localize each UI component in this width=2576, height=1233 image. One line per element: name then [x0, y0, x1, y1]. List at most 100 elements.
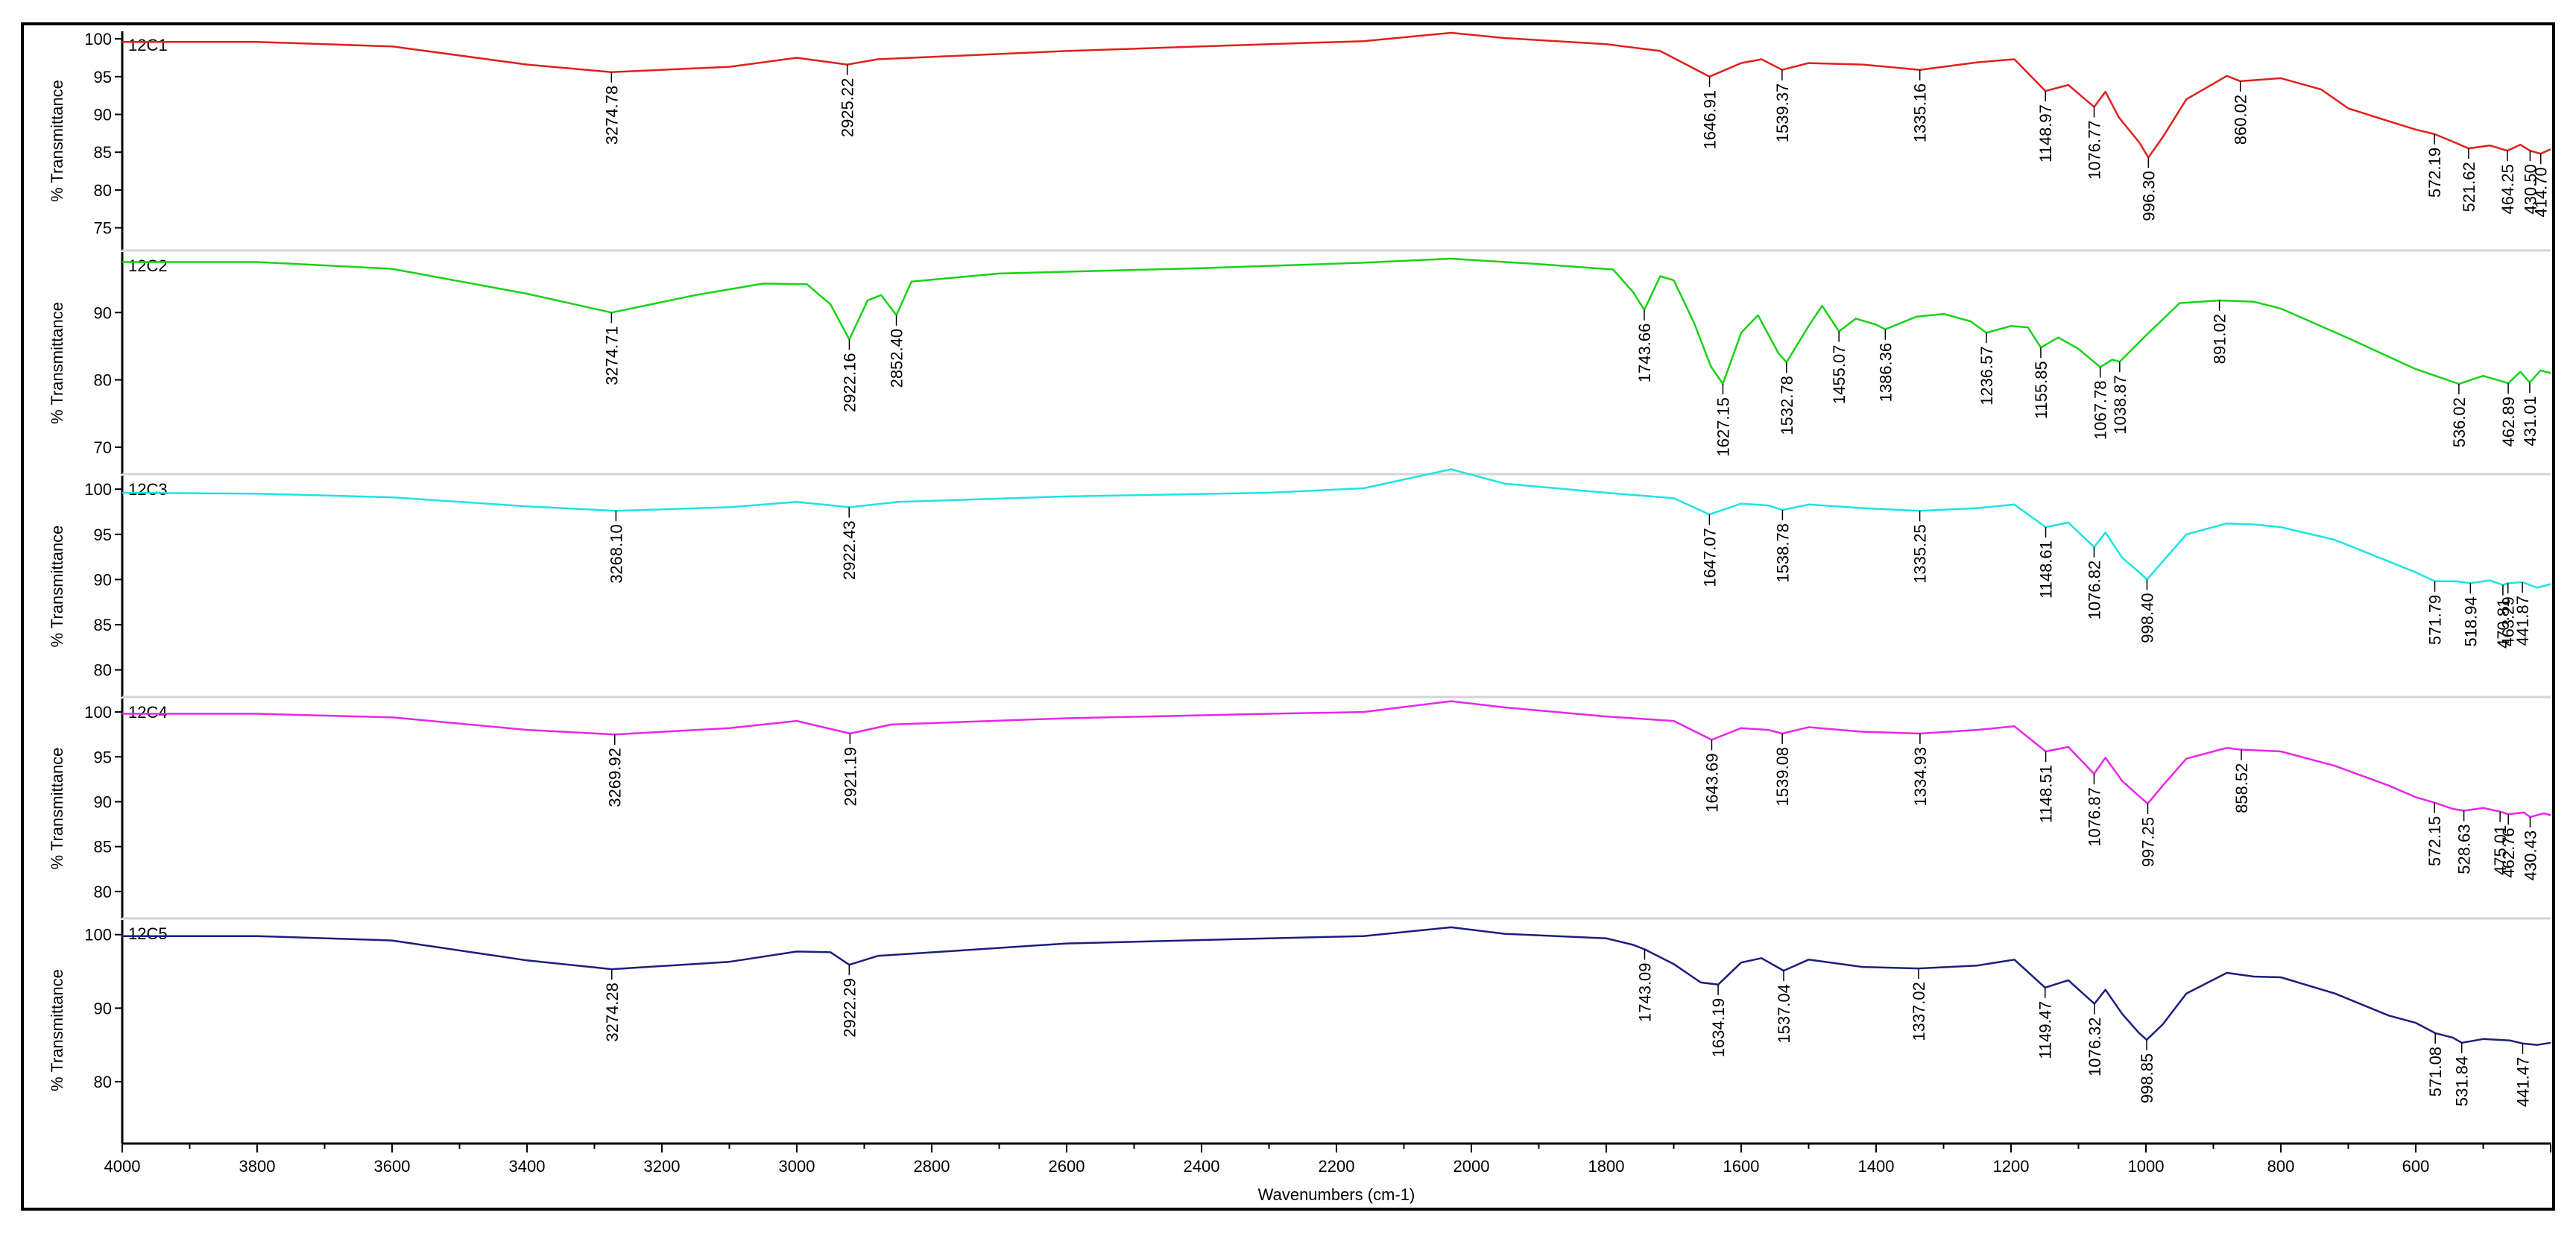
peak-label: 462.89	[2499, 397, 2518, 447]
y-tick-label: 80	[94, 371, 112, 390]
peak-label: 430.50	[2521, 164, 2539, 214]
y-tick-label: 90	[94, 570, 112, 589]
peak-label: 998.85	[2138, 1053, 2156, 1103]
x-tick-label: 3000	[779, 1157, 815, 1176]
peak-label: 1743.09	[1636, 962, 1655, 1022]
peak-label: 1539.08	[1773, 747, 1792, 807]
y-tick-label: 70	[94, 438, 112, 457]
panel-12c2: 90 80 70 % Transmittance 12C2 3274.71 2922.16 2…	[48, 249, 2551, 474]
x-tick-label: 4000	[104, 1157, 141, 1176]
peak-label: 1646.91	[1701, 90, 1720, 150]
peak-label: 996.30	[2139, 171, 2158, 221]
peak-label: 430.43	[2521, 830, 2539, 880]
peak-label: 3274.28	[603, 983, 622, 1042]
peak-label: 2925.22	[839, 78, 857, 138]
peak-label: 1643.69	[1702, 753, 1721, 813]
panels-layer: 100 95 90 85 80 75 % Transmittance 12C1 3274.78 2…	[48, 30, 2551, 1141]
spectrum-line-12c1	[122, 31, 2551, 159]
peak-label: 521.62	[2460, 162, 2478, 212]
peak-label: 3274.71	[602, 326, 621, 385]
x-tick-label: 600	[2402, 1157, 2430, 1176]
x-axis-label: Wavenumbers (cm-1)	[1258, 1185, 1415, 1204]
panel-12c5: 100 90 80 % Transmittance 12C5 3274.28 2922.29…	[48, 917, 2551, 1141]
y-tick-label: 100	[84, 480, 112, 499]
series-name-12c4: 12C4	[128, 703, 168, 722]
spectrum-line-12c3	[121, 468, 2551, 589]
x-tick-label: 3600	[374, 1157, 411, 1176]
peak-label: 1539.37	[1773, 83, 1792, 143]
x-tick-label: 2200	[1319, 1157, 1355, 1176]
series-name-12c2: 12C2	[128, 256, 168, 275]
chart-frame: 100 95 90 85 80 75 % Transmittance 12C1 3274.78 2…	[21, 22, 2555, 1211]
peak-label: 1148.97	[2036, 104, 2055, 163]
peak-label: 518.94	[2461, 596, 2480, 646]
y-tick-label: 95	[94, 68, 112, 86]
peak-label: 1743.66	[1635, 324, 1654, 383]
spectrum-line-12c5	[122, 926, 2551, 1046]
peak-label: 414.70	[2532, 167, 2551, 217]
peak-label: 3269.92	[606, 748, 625, 807]
y-tick-label: 100	[84, 926, 112, 945]
x-tick-label: 3200	[644, 1157, 681, 1176]
x-tick-label: 1000	[2128, 1157, 2165, 1176]
y-tick-label: 95	[94, 748, 112, 766]
y-tick-label: 85	[94, 616, 112, 634]
peak-label: 858.52	[2232, 763, 2251, 813]
x-axis: 4000 3800 3600 3400 3200 3000 2800 2600 2400 2200…	[104, 1141, 2551, 1204]
panel-12c1: 100 95 90 85 80 75 % Transmittance 12C1 3274.78 2…	[48, 30, 2551, 250]
peak-label: 1455.07	[1830, 345, 1849, 405]
peak-label: 1386.36	[1876, 343, 1895, 403]
panel-12c3: 100 95 90 85 80 % Transmittance 12C3 3268.10 292…	[48, 468, 2551, 697]
x-tick-label: 1600	[1723, 1157, 1760, 1176]
y-tick-label: 100	[84, 703, 112, 722]
series-name-12c5: 12C5	[128, 924, 168, 943]
ftir-stacked-chart: 100 95 90 85 80 75 % Transmittance 12C1 3274.78 2…	[48, 30, 2551, 1204]
x-tick-label: 1800	[1588, 1157, 1625, 1176]
peak-label: 1337.02	[1910, 982, 1928, 1041]
peak-label: 2852.40	[888, 329, 906, 388]
peak-label: 572.15	[2425, 816, 2444, 866]
peak-label: 1149.47	[2036, 1001, 2055, 1059]
peak-label: 3268.10	[607, 524, 625, 584]
peak-label: 1076.87	[2085, 787, 2103, 847]
peak-label: 431.01	[2521, 396, 2539, 446]
peak-label: 1076.82	[2085, 561, 2103, 620]
peak-label: 528.63	[2455, 824, 2474, 874]
peak-label: 2922.16	[840, 353, 859, 412]
y-tick-label: 90	[94, 303, 112, 322]
y-axis-label: % Transmittance	[48, 748, 66, 870]
peak-label: 860.02	[2232, 95, 2250, 145]
x-tick-label: 2400	[1184, 1157, 1220, 1176]
y-axis-label: % Transmittance	[48, 302, 66, 424]
peak-label: 2922.29	[840, 978, 859, 1038]
peak-label: 2922.43	[840, 520, 859, 580]
y-tick-label: 90	[94, 792, 112, 811]
series-name-12c1: 12C1	[128, 36, 168, 54]
y-tick-label: 80	[94, 1073, 112, 1091]
y-tick-label: 90	[94, 106, 112, 124]
peak-label: 1538.78	[1773, 523, 1792, 583]
peak-label: 1155.85	[2032, 361, 2051, 419]
spectrum-line-12c4	[122, 700, 2551, 819]
peak-label: 1647.07	[1700, 528, 1719, 587]
peak-label: 571.08	[2426, 1047, 2445, 1097]
peak-label: 891.02	[2211, 314, 2229, 364]
peak-label: 998.40	[2138, 593, 2156, 643]
peak-label: 1532.78	[1778, 376, 1796, 435]
x-tick-label: 3800	[239, 1157, 276, 1176]
peak-label: 1627.15	[1714, 397, 1732, 457]
y-tick-label: 85	[94, 143, 112, 162]
peak-label: 1067.78	[2092, 380, 2110, 440]
peak-label: 2921.19	[841, 747, 859, 807]
peak-label: 1335.16	[1911, 83, 1930, 143]
x-tick-label: 2800	[914, 1157, 950, 1176]
x-tick-label: 3400	[509, 1157, 546, 1176]
x-tick-label: 800	[2267, 1157, 2295, 1176]
x-tick-label: 2000	[1453, 1157, 1490, 1176]
peak-label: 1335.25	[1911, 524, 1930, 584]
y-tick-label: 100	[84, 30, 112, 48]
x-tick-label: 2600	[1049, 1157, 1085, 1176]
peak-label: 462.76	[2499, 827, 2518, 877]
peak-label: 441.87	[2513, 596, 2532, 646]
spectrum-line-12c2	[122, 257, 2551, 385]
